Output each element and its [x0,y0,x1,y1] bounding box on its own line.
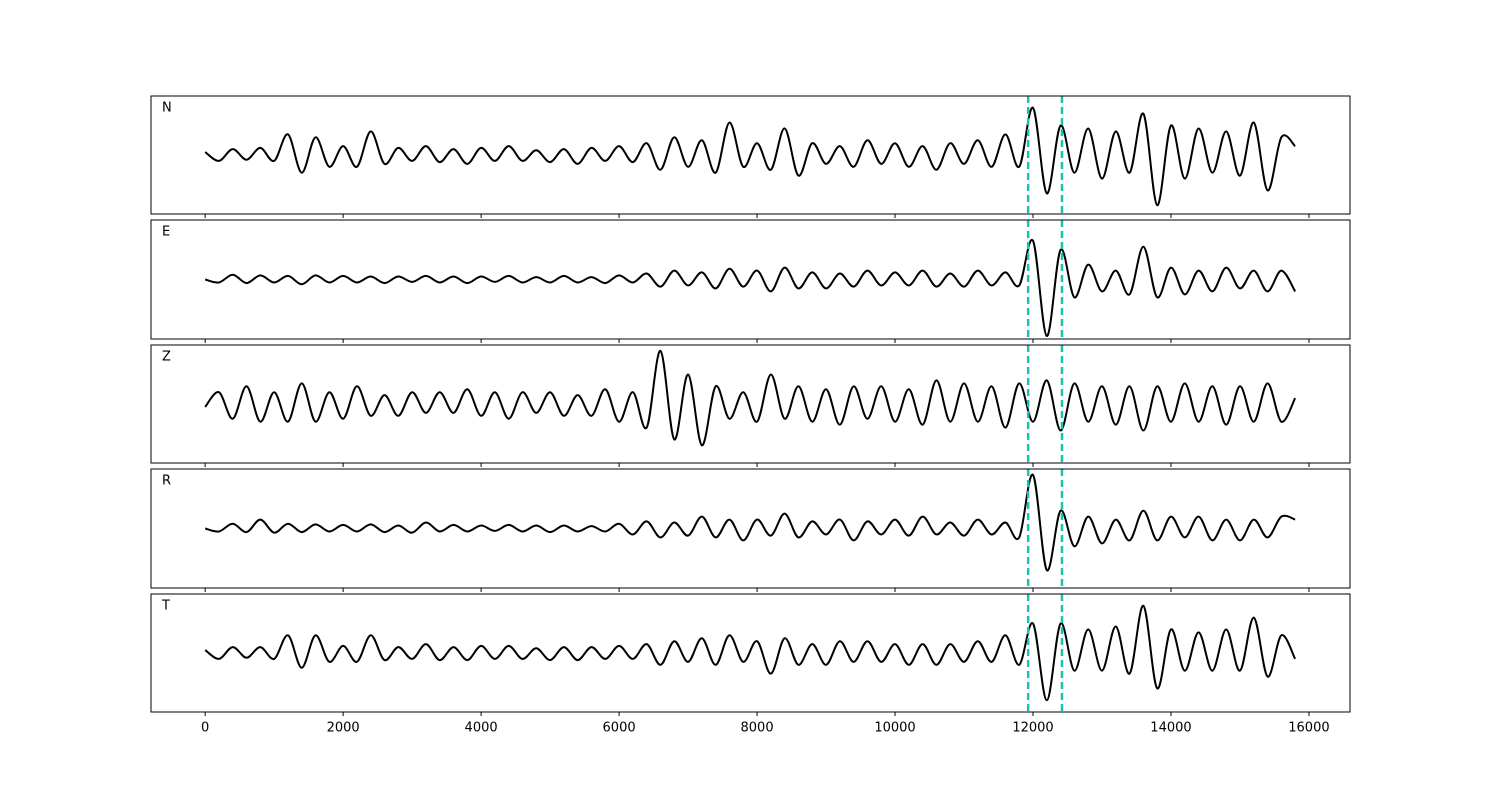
panel-frame [150,468,1351,589]
panel-frame [150,593,1351,713]
waveform [204,604,1297,702]
panel-frame [150,95,1351,215]
waveform [204,349,1297,447]
x-tick-label: 0 [201,721,209,736]
panel-label: R [162,474,171,489]
panel-frame [150,344,1351,464]
panel-label: E [162,225,170,240]
panel-label: N [162,101,172,116]
waveform [204,106,1296,207]
x-tick-label: 16000 [1288,721,1329,736]
x-tick-label: 8000 [741,721,774,736]
panel-label: T [161,599,170,614]
x-tick-label: 6000 [603,721,636,736]
x-tick-label: 12000 [1012,721,1053,736]
x-tick-label: 14000 [1150,721,1191,736]
x-tick-label: 4000 [465,721,498,736]
x-tick-label: 10000 [874,721,915,736]
panel-label: Z [162,350,171,365]
panel-frame [150,219,1351,340]
waveform [204,473,1296,572]
x-tick-label: 2000 [327,721,360,736]
waveform [204,238,1297,338]
